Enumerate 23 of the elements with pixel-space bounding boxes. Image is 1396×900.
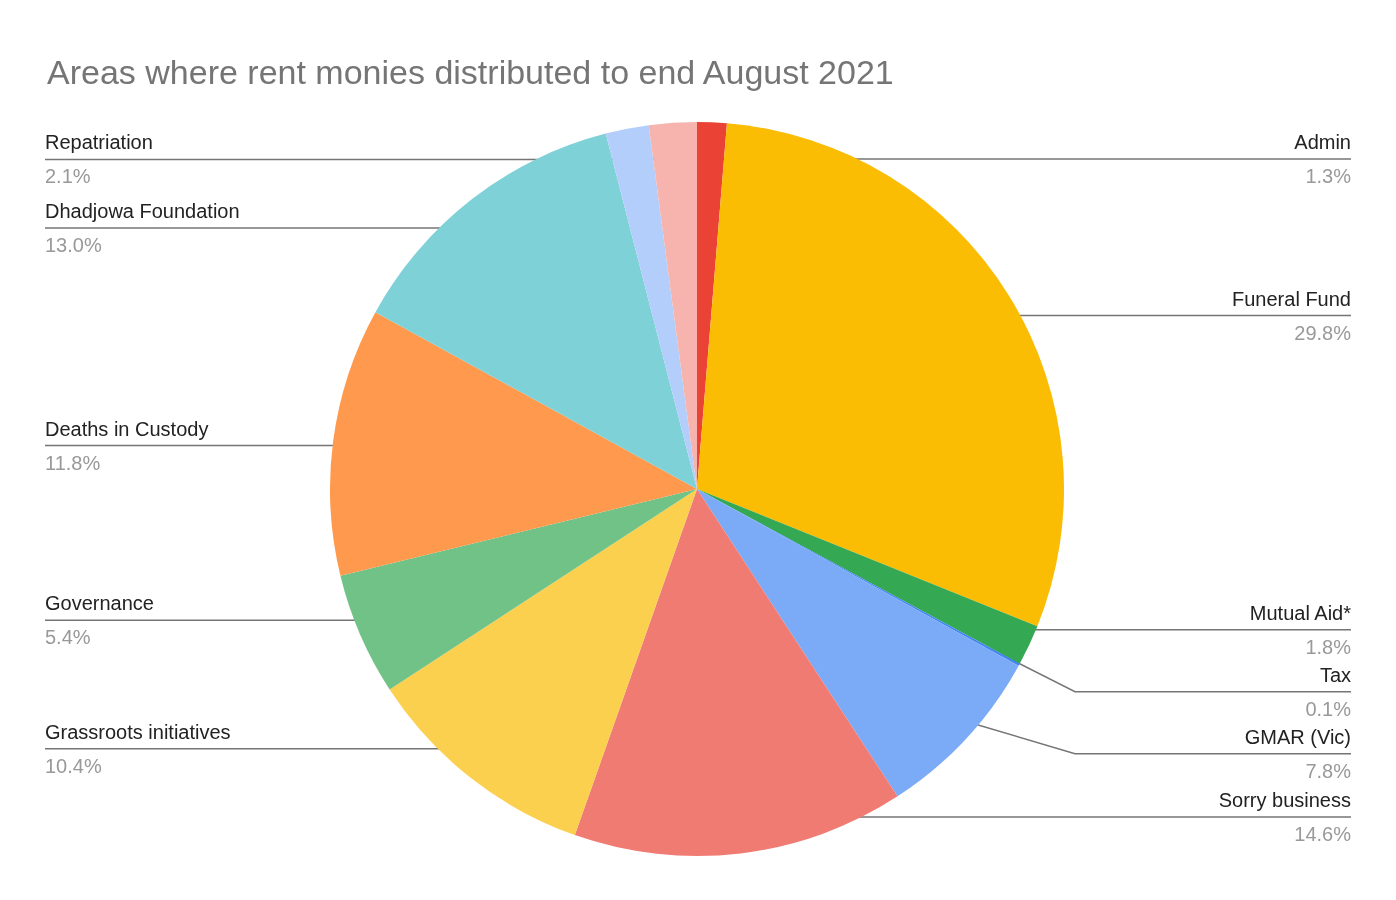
slice-label: Mutual Aid* — [1249, 601, 1352, 624]
slice-label: Admin — [1294, 130, 1351, 153]
slice-label: Governance — [45, 592, 154, 615]
data-label: 10.4% — [45, 754, 102, 777]
slice-label: GMAR (Vic) — [1244, 725, 1351, 748]
slice-label: Grassroots initiatives — [45, 720, 231, 743]
data-label: 0.1% — [1305, 697, 1352, 720]
data-label: 1.3% — [1305, 164, 1352, 187]
slice-label: Deaths in Custody — [45, 417, 209, 440]
data-label: 2.1% — [45, 165, 91, 188]
slice-label: Tax — [1319, 663, 1351, 686]
data-label: 1.8% — [1305, 635, 1352, 658]
chart-title: Areas where rent monies distributed to end August 2021 — [47, 53, 894, 91]
slice-label: Dhadjowa Foundation — [45, 200, 240, 223]
slice-label: Sorry business — [1218, 788, 1351, 811]
slice-label: Funeral Fund — [1232, 287, 1351, 310]
slice-label: Repatriation — [45, 131, 153, 154]
data-label: 7.8% — [1305, 759, 1352, 782]
data-label: 11.8% — [45, 451, 101, 474]
data-label: 5.4% — [45, 626, 91, 649]
data-label: 29.8% — [1294, 321, 1352, 344]
data-label: 13.0% — [45, 234, 102, 257]
data-label: 14.6% — [1294, 822, 1352, 845]
